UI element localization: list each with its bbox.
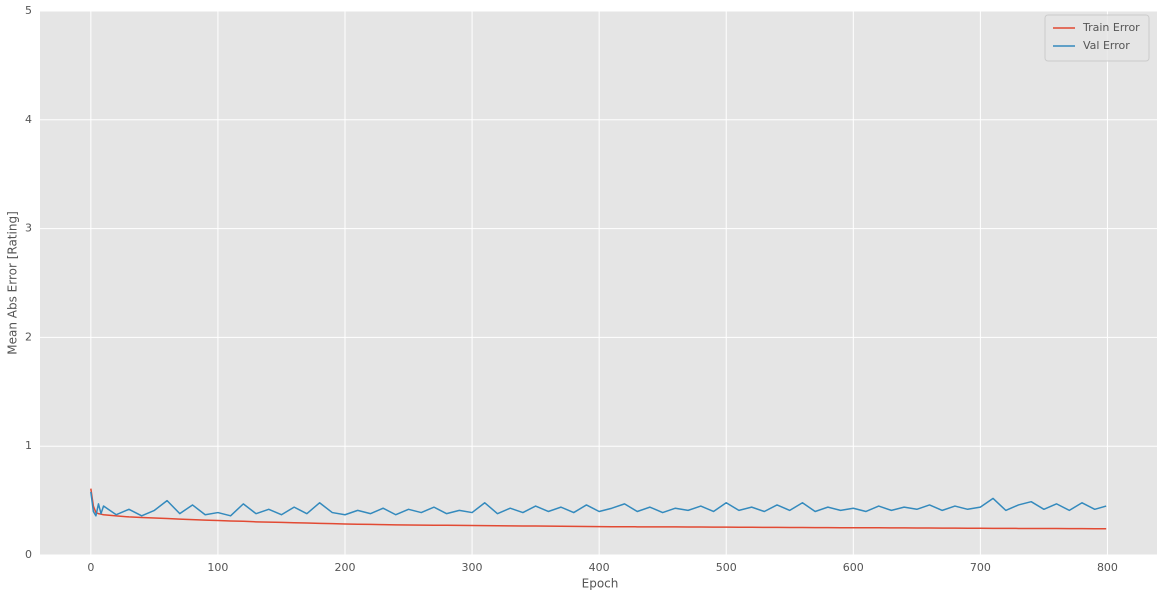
x-tick-label: 0 [87,561,94,574]
y-tick-label: 5 [25,4,32,17]
x-tick-label: 500 [716,561,737,574]
plot-area [40,11,1157,555]
x-axis-label: Epoch [582,577,619,591]
x-tick-label: 300 [462,561,483,574]
y-axis-label: Mean Abs Error [Rating] [6,211,20,355]
x-tick-label: 400 [589,561,610,574]
y-tick-label: 4 [25,113,32,126]
x-tick-label: 800 [1097,561,1118,574]
x-tick-label: 600 [843,561,864,574]
legend-label: Val Error [1083,39,1130,52]
y-tick-label: 3 [25,222,32,235]
x-tick-label: 200 [334,561,355,574]
x-tick-label: 700 [970,561,991,574]
y-tick-label: 1 [25,439,32,452]
legend-box [1044,14,1150,62]
legend-label: Train Error [1082,21,1140,34]
y-tick-label: 2 [25,330,32,343]
x-tick-label: 100 [207,561,228,574]
y-tick-label: 0 [25,548,32,561]
line-series [90,488,1107,530]
line-series [90,491,1107,517]
